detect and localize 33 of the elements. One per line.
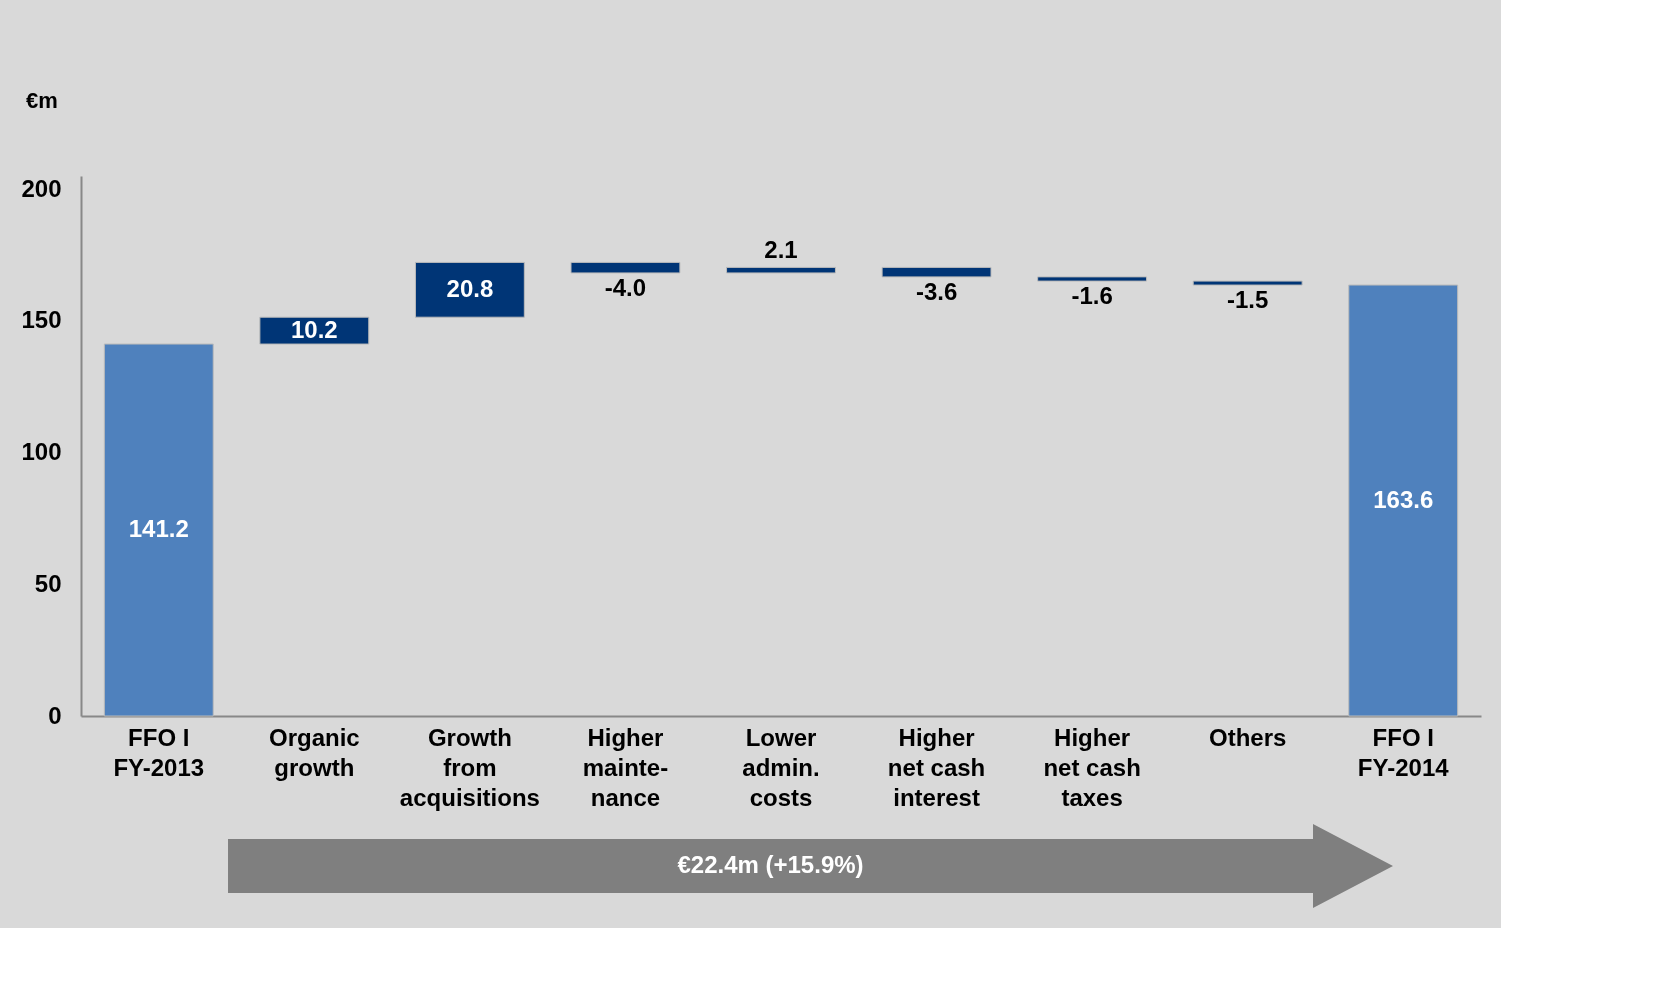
x-tick-label: FFO I FY-2014	[1357, 723, 1450, 781]
data-label: 163.6	[1373, 485, 1434, 513]
bar	[881, 266, 992, 278]
y-tick-label: 50	[34, 569, 62, 597]
y-tick-label: 150	[21, 306, 62, 334]
data-label: -1.6	[1071, 282, 1113, 310]
y-axis-title: €m	[26, 88, 58, 113]
x-tick-label: FFO I FY-2013	[113, 723, 205, 781]
text: €22.4m (+15.9%)	[677, 851, 864, 878]
data-label: 20.8	[446, 274, 494, 302]
bar	[103, 343, 214, 717]
x-tick-label: Higher net cash taxes	[1043, 723, 1141, 811]
y-tick-label: 100	[21, 438, 62, 466]
data-label: -1.5	[1226, 286, 1269, 314]
y-tick-label: 200	[21, 174, 62, 202]
bar	[1348, 284, 1459, 717]
data-label: 141.2	[128, 515, 189, 543]
bar	[1192, 280, 1303, 286]
x-tick-label: Higher mainte- nance	[582, 723, 669, 811]
data-label: -3.6	[915, 277, 958, 305]
x-tick-label: Others	[1208, 723, 1287, 751]
data-label: -4.0	[604, 273, 647, 301]
x-tick-label: Higher net cash interest	[887, 723, 986, 811]
y-tick-label: 0	[48, 701, 62, 729]
bar	[414, 261, 525, 318]
data-label: 10.2	[290, 315, 338, 343]
x-tick-label: Organic growth	[268, 723, 360, 781]
bar	[1037, 276, 1148, 282]
bar	[726, 266, 836, 274]
data-label: 2.1	[764, 236, 798, 264]
x-tick-label: Growth from acquisitions	[399, 723, 540, 811]
x-tick-label: Lower admin. costs	[742, 723, 820, 811]
bar	[570, 261, 681, 274]
